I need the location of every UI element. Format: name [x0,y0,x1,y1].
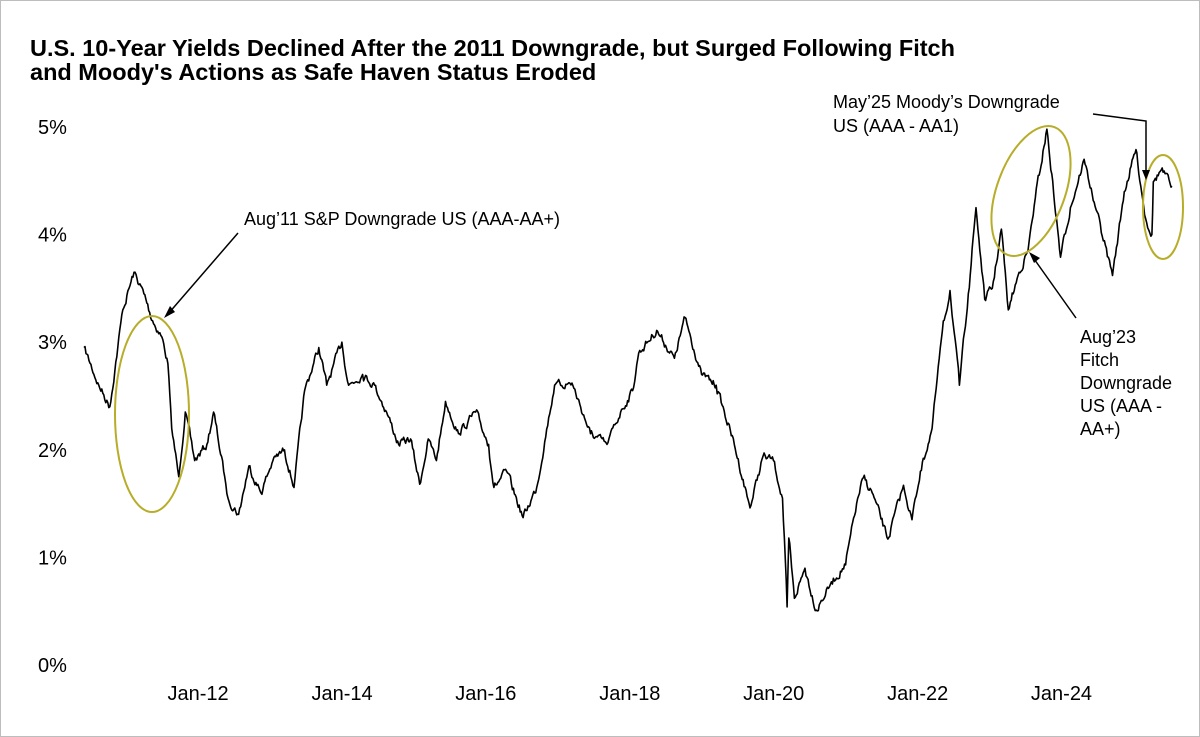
annotation-aug11-sp: Aug’11 S&P Downgrade US (AAA-AA+) [244,209,560,229]
annotation-arrow-aug11 [167,232,239,315]
x-tick-label: Jan-12 [167,683,228,705]
annotation-line: May’25 Moody’s Downgrade [833,92,1060,112]
highlight-ellipse-2025 [1142,154,1184,260]
yield-series-line [83,128,1173,612]
annotation-line: Fitch [1080,350,1119,370]
annotation-arrow-aug23 [1031,255,1077,319]
annotation-arrow-may25 [1092,113,1147,175]
x-tick-label: Jan-20 [743,683,804,705]
y-tick-label: 1% [38,547,67,569]
y-tick-label: 3% [38,332,67,354]
annotation-line: AA+) [1080,419,1121,439]
x-axis-ticks: Jan-12 Jan-14 Jan-16 Jan-18 Jan-20 Jan-22 Jan-… [167,683,1092,705]
x-tick-label: Jan-16 [455,683,516,705]
highlight-layer [114,125,1184,513]
y-axis-ticks: 0% 1% 2% 3% 4% 5% [38,117,67,677]
annotation-arrowhead-may25 [1142,170,1150,180]
annotation-aug23-fitch: Aug’23 Fitch Downgrade US (AAA - AA+) [1080,327,1172,439]
x-tick-label: Jan-14 [311,683,372,705]
annotation-line: Downgrade [1080,373,1172,393]
highlight-ellipse-2023 [990,125,1072,257]
x-tick-label: Jan-18 [599,683,660,705]
annotation-line: US (AAA - AA1) [833,116,959,136]
annotation-arrowhead-aug11 [164,306,175,318]
chart-title: U.S. 10-Year Yields Declined After the 2… [30,36,1150,84]
annotation-arrowhead-aug23 [1029,252,1040,263]
x-tick-label: Jan-24 [1031,683,1092,705]
chart-title-line-1: U.S. 10-Year Yields Declined After the 2… [30,35,955,61]
x-tick-label: Jan-22 [887,683,948,705]
y-tick-label: 4% [38,225,67,247]
y-tick-label: 0% [38,655,67,677]
series-layer [83,128,1173,612]
annotation-may25-moodys: May’25 Moody’s Downgrade US (AAA - AA1) [833,92,1060,136]
annotation-layer: Aug’11 S&P Downgrade US (AAA-AA+) Aug’23 F… [164,92,1172,439]
annotation-line: US (AAA - [1080,396,1162,416]
y-tick-label: 2% [38,440,67,462]
chart-title-line-2: and Moody's Actions as Safe Haven Status… [30,59,597,85]
highlight-ellipse-2011 [114,315,190,513]
annotation-line: Aug’23 [1080,327,1136,347]
y-tick-label: 5% [38,117,67,139]
